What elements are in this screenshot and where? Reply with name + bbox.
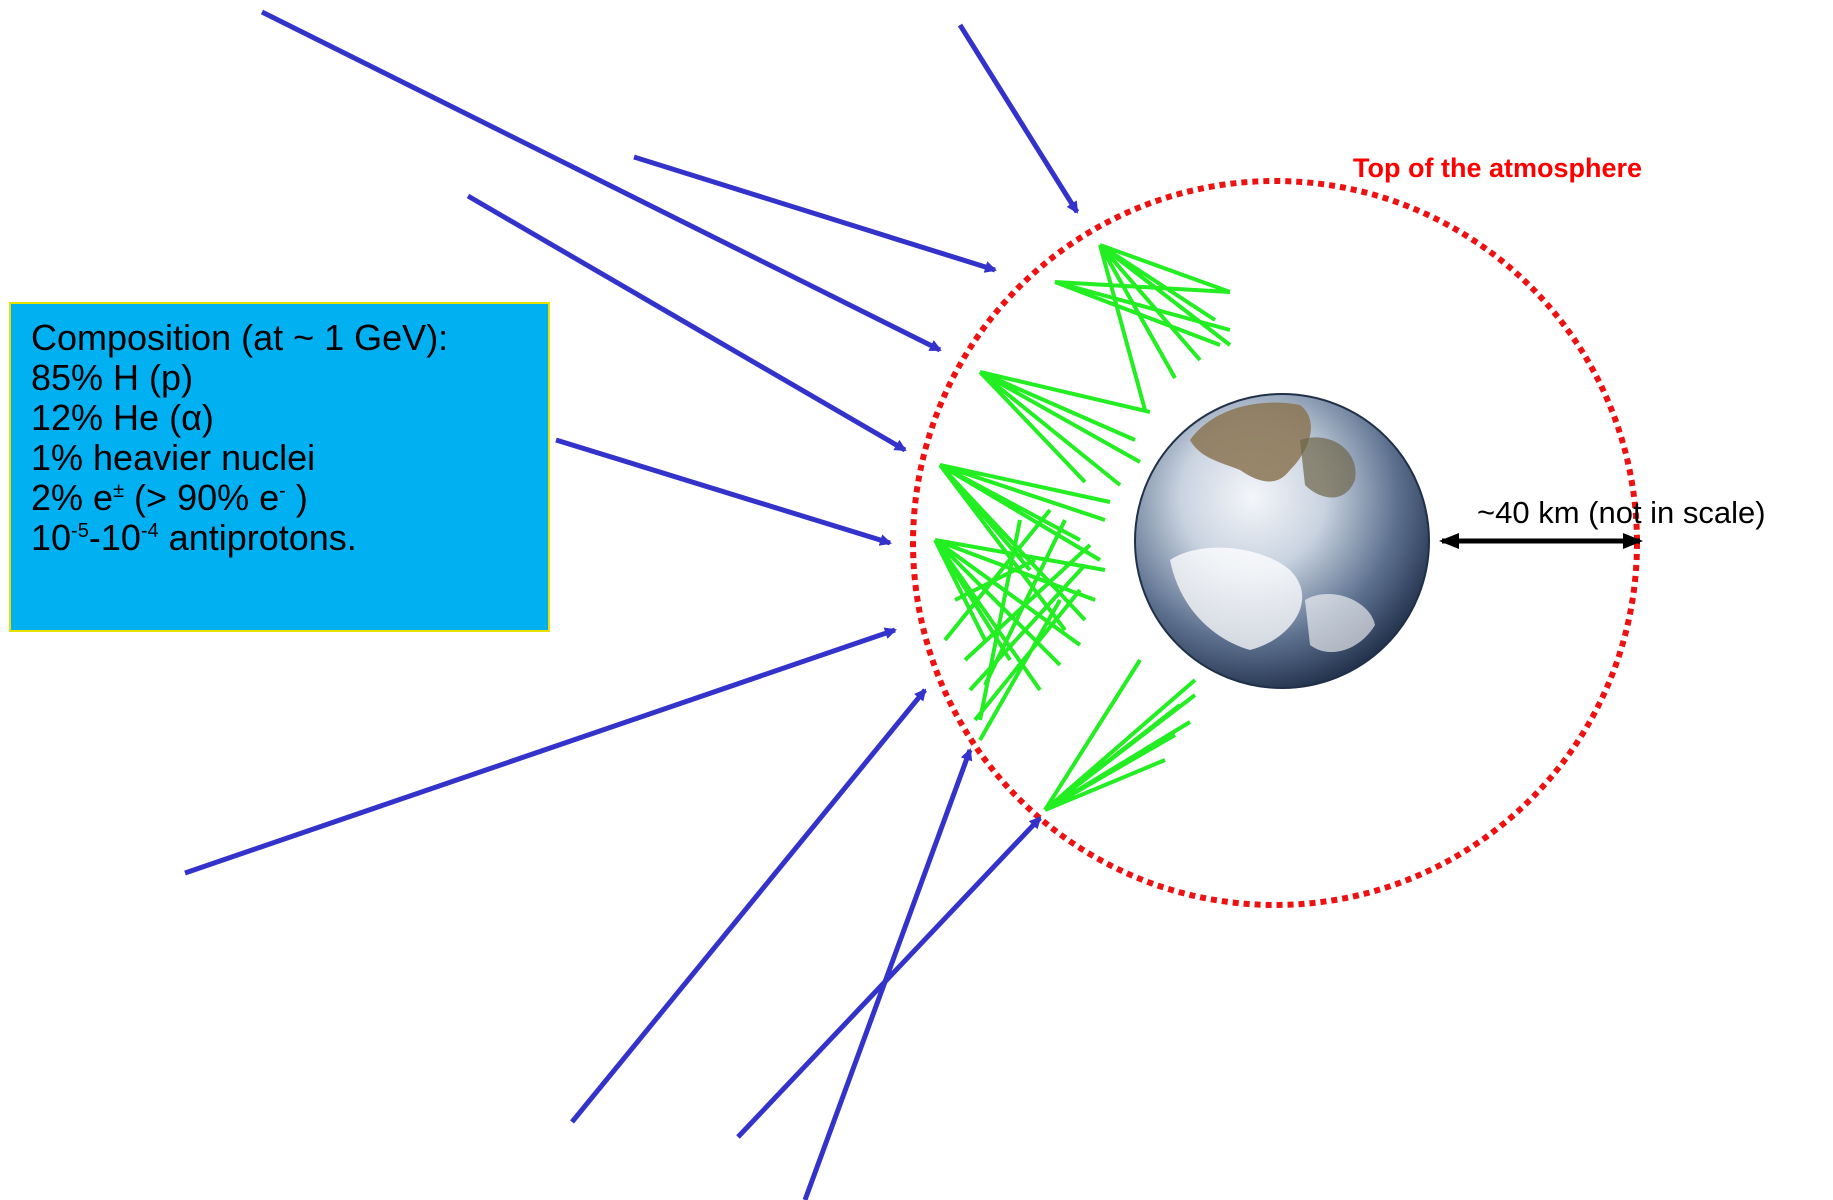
composition-line-electrons: 2% e± (> 90% e- ) bbox=[31, 478, 528, 518]
composition-line-helium: 12% He (α) bbox=[31, 397, 214, 438]
composition-box: Composition (at ~ 1 GeV): 85% H (p) 12% … bbox=[9, 302, 550, 632]
composition-line-heavy: 1% heavier nuclei bbox=[31, 437, 316, 478]
cosmic-ray-arrows bbox=[184, 9, 1080, 1200]
electron-tail: ) bbox=[285, 477, 308, 518]
earth-globe-icon bbox=[1134, 393, 1430, 689]
antiproton-a: 10 bbox=[31, 517, 72, 558]
antiproton-b: -10 bbox=[88, 517, 141, 558]
composition-title: Composition (at ~ 1 GeV): bbox=[31, 317, 449, 358]
particle-showers bbox=[933, 243, 1232, 812]
electron-sup-pm: ± bbox=[113, 480, 125, 502]
composition-line-antiprotons: 10-5-10-4 antiprotons. bbox=[31, 518, 528, 558]
electron-sup-minus: - bbox=[279, 480, 286, 502]
electron-mid: (> 90% e bbox=[124, 477, 280, 518]
antiproton-c: antiprotons. bbox=[158, 517, 357, 558]
antiproton-sup1: -5 bbox=[71, 520, 89, 542]
electron-text: 2% e bbox=[31, 477, 114, 518]
distance-label: ~40 km (not in scale) bbox=[1477, 495, 1766, 530]
atmosphere-label: Top of the atmosphere bbox=[1353, 153, 1643, 183]
composition-line-hydrogen: 85% H (p) bbox=[31, 357, 194, 398]
antiproton-sup2: -4 bbox=[140, 520, 159, 542]
